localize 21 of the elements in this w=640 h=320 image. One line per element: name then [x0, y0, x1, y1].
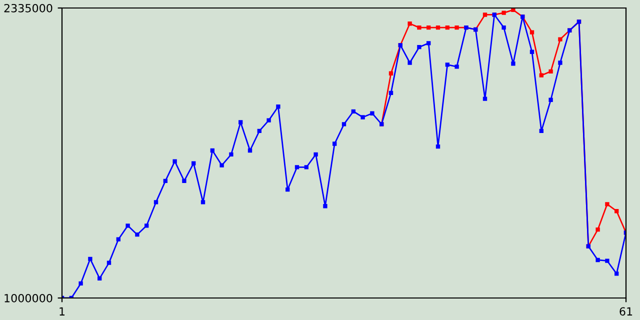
point: [417, 25, 422, 30]
point: [454, 25, 459, 30]
point: [511, 8, 516, 12]
point: [548, 69, 553, 74]
point: [482, 12, 488, 17]
point: [539, 73, 544, 78]
point: [445, 25, 450, 30]
point: [605, 202, 610, 206]
point: [408, 22, 412, 26]
point: [436, 25, 440, 30]
x-tick-label: 61: [620, 307, 632, 316]
y-tick-label: 2335000: [4, 4, 52, 12]
point: [388, 71, 394, 76]
point: [596, 227, 600, 232]
point: [530, 30, 534, 34]
point: [426, 25, 431, 30]
point: [558, 37, 562, 42]
y-tick-label: 1000000: [4, 294, 52, 302]
x-tick-label: 1: [60, 307, 65, 316]
point: [614, 209, 619, 214]
point: [502, 10, 506, 15]
